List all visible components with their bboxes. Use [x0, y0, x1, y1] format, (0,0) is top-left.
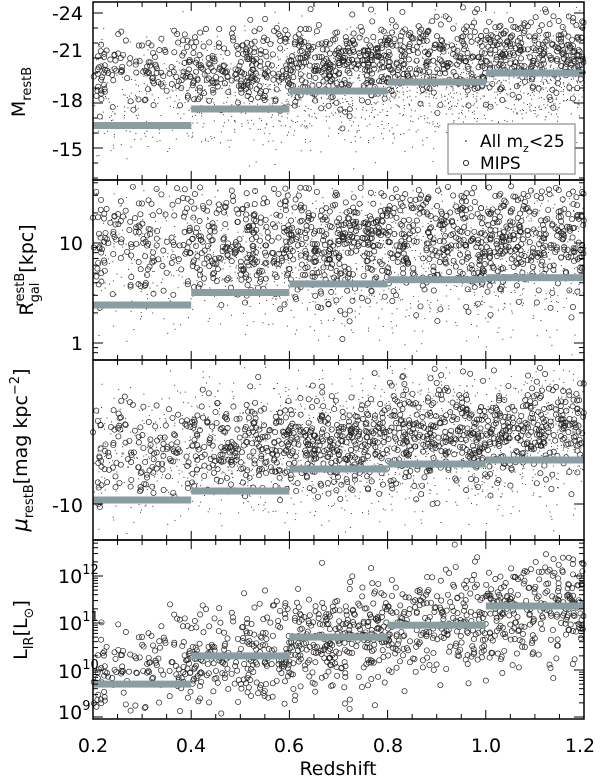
- x-axis-title: Redshift: [299, 758, 376, 780]
- p1-y-tick--15: -15: [52, 139, 83, 161]
- p3-y-tick--10: -10: [52, 495, 83, 517]
- x-tick-0.8: 0.8: [373, 735, 403, 757]
- legend-item-mips: MIPS: [480, 154, 521, 174]
- scatter-points: [90, 4, 587, 717]
- p1-y-tick--18: -18: [52, 90, 83, 112]
- p4-y-axis-title: LIR[L⊙]: [10, 600, 37, 660]
- x-tick-0.2: 0.2: [78, 735, 108, 757]
- x-tick-0.4: 0.4: [176, 735, 206, 757]
- p4-y-tick-1e12: 1012: [58, 563, 99, 588]
- legend-circle-icon: [462, 159, 469, 166]
- legend-box: [447, 123, 576, 175]
- legend: All mz<25 MIPS: [447, 123, 576, 175]
- x-tick-1.0: 1.0: [471, 735, 501, 757]
- x-tick-1.2: 1.2: [565, 735, 595, 757]
- p2-y-tick-10: 10: [59, 233, 83, 255]
- p1-y-axis-title: MrestB: [8, 67, 35, 117]
- panel3-y-tick-labels: -10: [52, 495, 83, 517]
- p4-y-tick-1e11: 1011: [58, 610, 99, 635]
- p1-y-tick--21: -21: [52, 40, 83, 62]
- p3-y-axis-title: μrestB[mag kpc−2]: [8, 368, 37, 532]
- axis-ticks: [92, 2, 585, 719]
- bin-median-bars: [93, 69, 584, 688]
- panel2-y-tick-labels: 10 1: [59, 233, 83, 355]
- x-axis-tick-labels: 0.2 0.4 0.6 0.8 1.0 1.2: [78, 735, 595, 757]
- panel1-y-tick-labels: -24 -21 -18 -15: [52, 3, 83, 161]
- p4-y-tick-1e9: 109: [58, 699, 90, 724]
- x-tick-0.6: 0.6: [274, 735, 304, 757]
- p1-y-tick--24: -24: [52, 3, 83, 25]
- p4-y-tick-1e10: 1010: [58, 658, 99, 683]
- legend-dot-icon: [465, 140, 467, 142]
- legend-item-all: All mz<25: [480, 132, 565, 155]
- p2-y-axis-title: RgalrestB[kpc]: [13, 224, 43, 315]
- p2-y-tick-1: 1: [71, 333, 83, 355]
- panel4-y-tick-labels: 1012 1011 1010 109: [58, 563, 99, 724]
